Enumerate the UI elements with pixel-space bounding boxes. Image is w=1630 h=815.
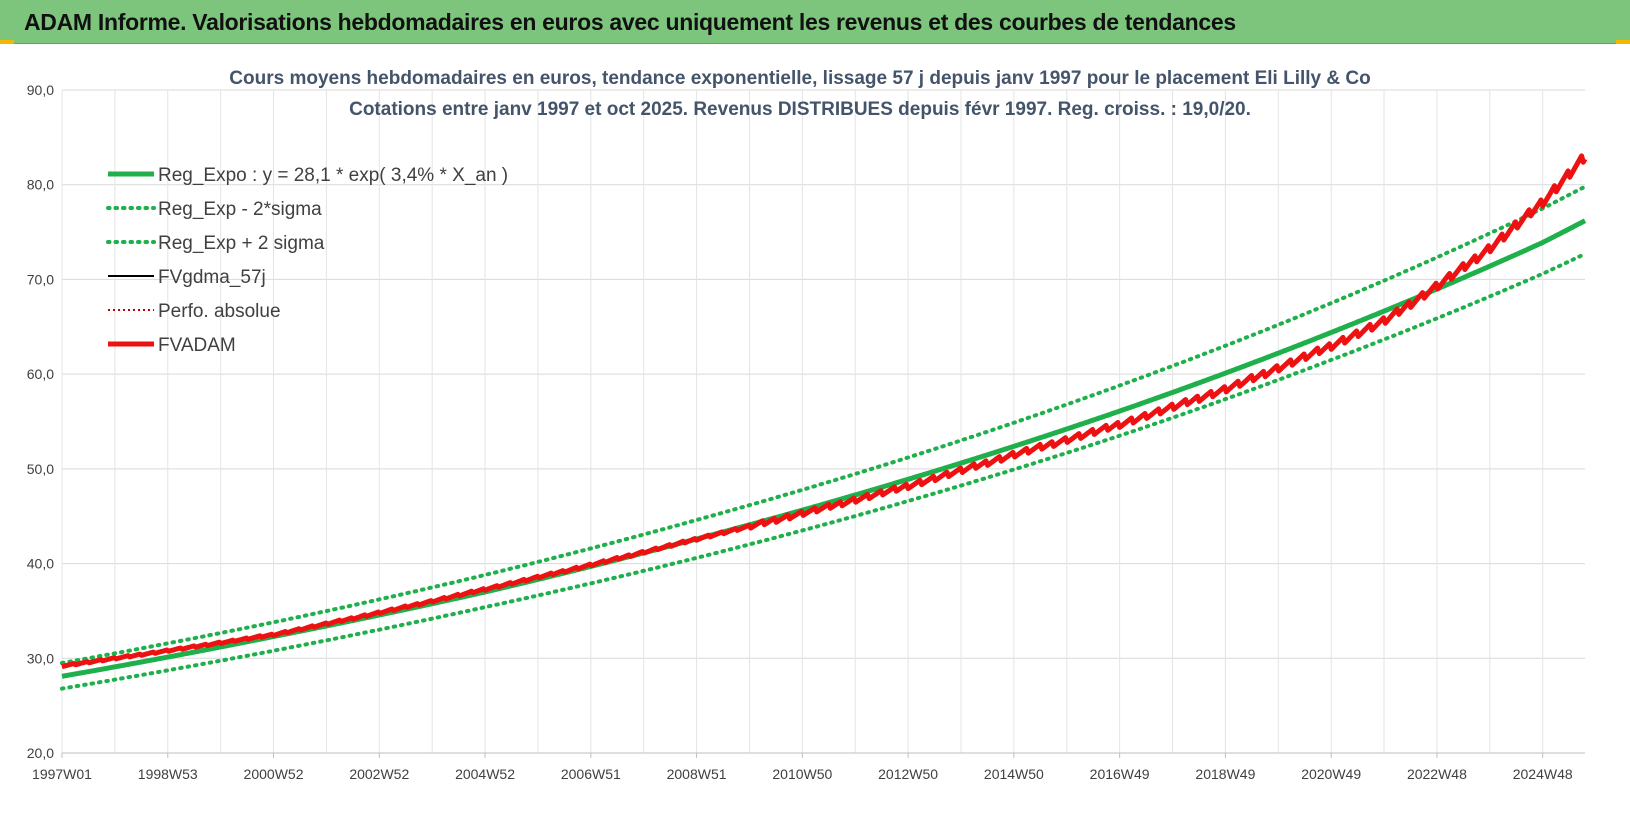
- corner-marker-top-left: [0, 40, 14, 44]
- legend: Reg_Expo : y = 28,1 * exp( 3,4% * X_an )…: [106, 165, 508, 356]
- legend-label: FVgdma_57j: [158, 267, 266, 288]
- series-line-2: [60, 184, 1587, 665]
- y-tick-label: 90,0: [27, 82, 54, 98]
- page-title: ADAM Informe. Valorisations hebdomadaire…: [24, 9, 1236, 35]
- grid: [61, 89, 1585, 754]
- title-banner: ADAM Informe. Valorisations hebdomadaire…: [0, 0, 1630, 44]
- x-tick-label: 2024W48: [1513, 766, 1573, 782]
- x-tick-label: 2008W51: [667, 766, 727, 782]
- legend-label: Reg_Exp - 2*sigma: [158, 199, 322, 220]
- legend-label: Reg_Exp + 2 sigma: [158, 233, 325, 254]
- y-tick-label: 80,0: [27, 177, 54, 193]
- x-tick-label: 2018W49: [1195, 766, 1255, 782]
- series-line-5: [61, 153, 1588, 670]
- axes: 20,0 30,0 40,0 50,0 60,0 70,0 80,0 90,0 1997W01 1…: [27, 82, 1585, 782]
- y-tick-label: 30,0: [27, 650, 54, 666]
- y-tick-label: 50,0: [27, 461, 54, 477]
- chart-title-line: Cotations entre janv 1997 et oct 2025. R…: [349, 99, 1251, 120]
- y-tick-label: 70,0: [27, 271, 54, 287]
- legend-label: Perfo. absolue: [158, 301, 281, 322]
- x-tick-label: 2016W49: [1090, 766, 1150, 782]
- x-tick-label: 1998W53: [138, 766, 198, 782]
- x-tick-label: 2010W50: [772, 766, 832, 782]
- legend-label: Reg_Expo : y = 28,1 * exp( 3,4% * X_an ): [158, 165, 508, 186]
- y-tick-label: 40,0: [27, 556, 54, 572]
- series-line-1: [60, 251, 1587, 691]
- y-tick-label: 20,0: [27, 745, 54, 761]
- x-tick-label: 2004W52: [455, 766, 515, 782]
- chart-title: Cours moyens hebdomadaires en euros, ten…: [229, 68, 1370, 120]
- series-line-0: [61, 218, 1587, 679]
- x-tick-label: 2020W49: [1301, 766, 1361, 782]
- chart-title-line: Cours moyens hebdomadaires en euros, ten…: [229, 68, 1370, 89]
- x-tick-label: 2022W48: [1407, 766, 1467, 782]
- y-tick-label: 60,0: [27, 366, 54, 382]
- x-tick-label: 2000W52: [244, 766, 304, 782]
- legend-label: FVADAM: [158, 335, 236, 356]
- corner-marker-top-right: [1616, 40, 1630, 44]
- x-tick-label: 2002W52: [349, 766, 409, 782]
- x-tick-label: 2014W50: [984, 766, 1044, 782]
- x-tick-label: 2006W51: [561, 766, 621, 782]
- x-tick-label: 1997W01: [32, 766, 92, 782]
- plot-series: [60, 153, 1588, 691]
- x-tick-label: 2012W50: [878, 766, 938, 782]
- chart-area: 20,0 30,0 40,0 50,0 60,0 70,0 80,0 90,0 1997W01 1…: [27, 68, 1588, 782]
